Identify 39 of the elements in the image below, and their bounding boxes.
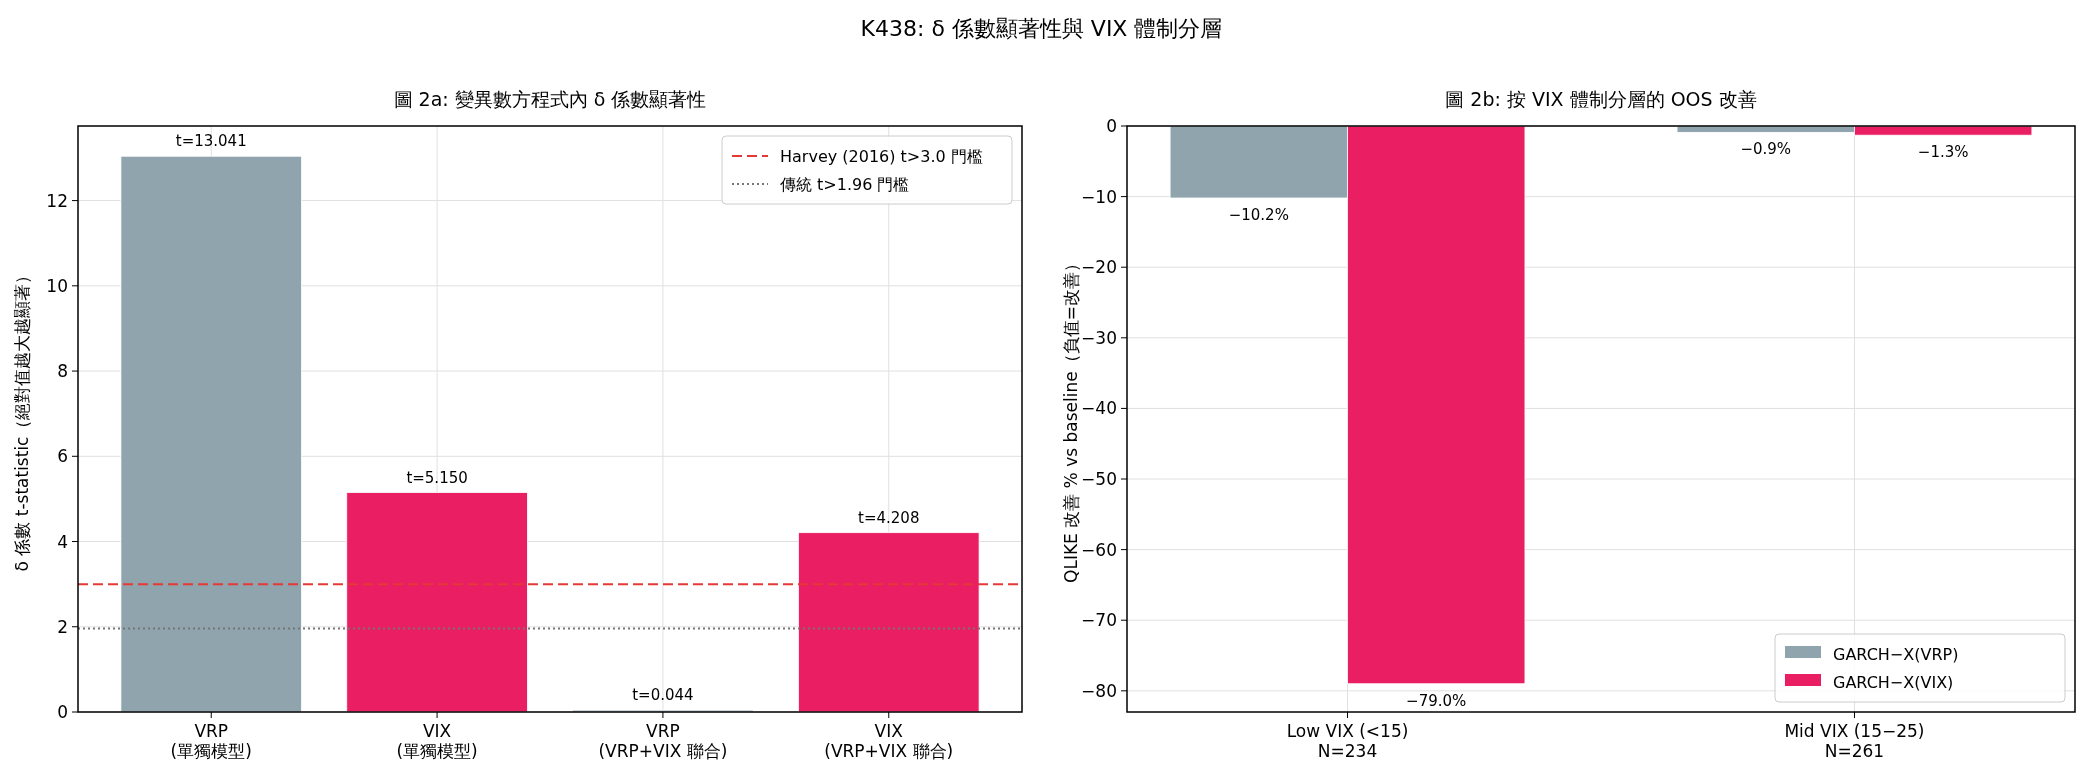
chart-title: 圖 2a: 變異數方程式內 δ 係數顯著性 [393, 88, 707, 110]
y-tick-label: 8 [57, 361, 68, 382]
y-tick-label: 2 [57, 616, 68, 637]
legend-label: 傳統 t>1.96 門檻 [779, 175, 910, 194]
legend-label: GARCH−X(VIX) [1833, 673, 1954, 692]
x-tick-label: VIX (單獨模型) [396, 721, 478, 762]
y-tick-label: 4 [57, 531, 68, 552]
data-label: −0.9% [1740, 140, 1792, 159]
x-tick-label: VRP (單獨模型) [170, 721, 252, 762]
data-label: −1.3% [1917, 143, 1969, 162]
x-tick-label: VIX (VRP+VIX 聯合) [824, 721, 954, 762]
x-tick-label: Mid VIX (15−25) N=261 [1784, 721, 1925, 762]
data-label: t=5.150 [406, 468, 468, 487]
data-label: t=0.044 [632, 686, 694, 705]
data-label: −79.0% [1406, 691, 1467, 710]
y-tick-label: −30 [1081, 327, 1117, 348]
y-tick-label: 0 [1106, 116, 1117, 136]
y-tick-label: −50 [1081, 469, 1117, 490]
data-label: −10.2% [1228, 206, 1289, 225]
y-tick-label: 0 [57, 702, 68, 722]
y-tick-label: −20 [1081, 257, 1117, 278]
y-tick-label: 10 [46, 275, 68, 296]
data-label: t=13.041 [175, 132, 247, 151]
y-axis-title: δ 係數 t-statistic（絕對值越大越顯著） [12, 266, 32, 572]
y-tick-label: 6 [57, 446, 68, 467]
y-tick-label: −80 [1081, 680, 1117, 701]
y-tick-label: −10 [1081, 186, 1117, 207]
legend-label: GARCH−X(VRP) [1833, 645, 1959, 664]
y-tick-label: −40 [1081, 398, 1117, 419]
x-tick-label: VRP (VRP+VIX 聯合) [598, 721, 728, 762]
chart-title: 圖 2b: 按 VIX 體制分層的 OOS 改善 [1445, 88, 1757, 110]
y-tick-label: −70 [1081, 610, 1117, 631]
y-tick-label: −60 [1081, 539, 1117, 560]
data-label: t=4.208 [858, 508, 920, 527]
x-tick-label: Low VIX (<15) N=234 [1286, 721, 1409, 762]
y-tick-label: 12 [46, 190, 68, 211]
legend-label: Harvey (2016) t>3.0 門檻 [780, 147, 983, 166]
y-axis-title: QLIKE 改善 % vs baseline（負值=改善） [1061, 255, 1081, 583]
text: K438: δ 係數顯著性與 VIX 體制分層 [860, 16, 1223, 41]
